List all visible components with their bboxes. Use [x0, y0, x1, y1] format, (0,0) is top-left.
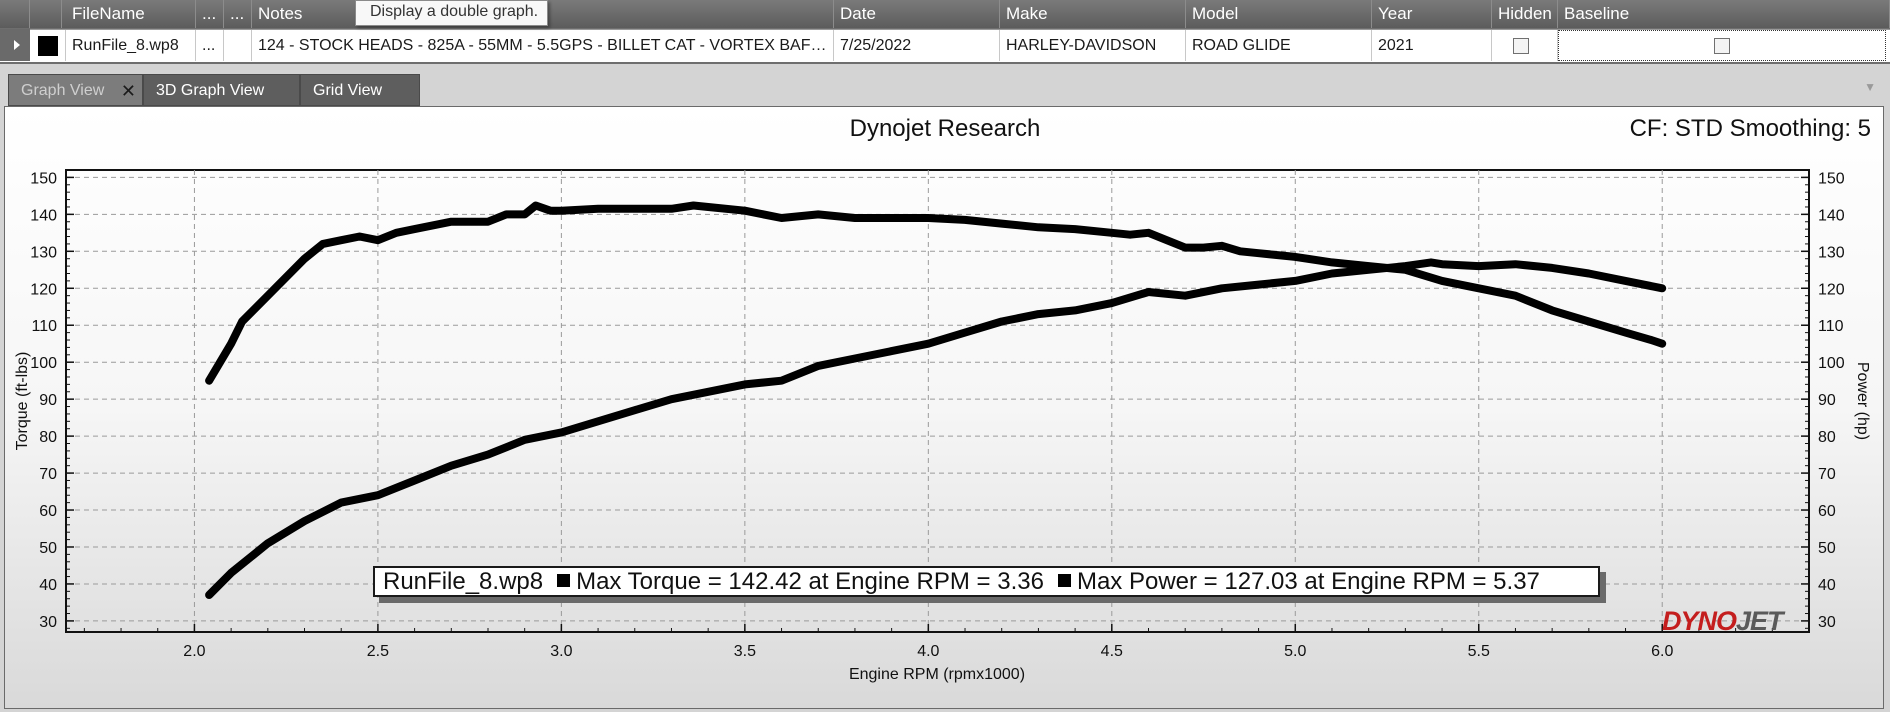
row-notes[interactable]: 124 - STOCK HEADS - 825A - 55MM - 5.5GPS…: [252, 30, 834, 61]
header-filename[interactable]: FileName: [66, 0, 196, 28]
row-filename[interactable]: RunFile_8.wp8: [66, 30, 196, 61]
legend-run: RunFile_8.wp8: [383, 568, 544, 595]
row-empty[interactable]: [224, 30, 252, 61]
baseline-checkbox[interactable]: [1714, 38, 1730, 54]
tab-grid-view[interactable]: Grid View: [300, 74, 420, 106]
header-make[interactable]: Make: [1000, 0, 1186, 28]
hidden-checkbox[interactable]: [1513, 38, 1529, 54]
header-date[interactable]: Date: [834, 0, 1000, 28]
logo-part-1: DYNO: [1662, 606, 1737, 636]
grid-row[interactable]: RunFile_8.wp8 ... 124 - STOCK HEADS - 82…: [0, 29, 1890, 62]
legend-power: Max Power = 127.03 at Engine RPM = 5.37: [1076, 568, 1540, 595]
row-year[interactable]: 2021: [1372, 30, 1492, 61]
row-make[interactable]: HARLEY-DAVIDSON: [1000, 30, 1186, 61]
header-dots-2[interactable]: ...: [224, 0, 252, 28]
row-pointer-icon: [14, 40, 20, 50]
close-icon[interactable]: ✕: [120, 81, 136, 101]
header-notes[interactable]: Notes: [252, 0, 834, 28]
tab-3d-graph-view[interactable]: 3D Graph View: [143, 74, 300, 106]
chart-legend: RunFile_8.wp8 Max Torque = 142.42 at Engi…: [373, 566, 1600, 597]
tab-graph-view[interactable]: Graph View ✕: [8, 74, 143, 106]
row-baseline-cell[interactable]: [1558, 30, 1886, 61]
color-swatch[interactable]: [38, 36, 58, 56]
grid-header: [0, 0, 1890, 28]
header-corner: [0, 0, 30, 28]
logo-part-2: JET: [1736, 606, 1784, 636]
header-dots-1[interactable]: ...: [196, 0, 224, 28]
row-date[interactable]: 7/25/2022: [834, 30, 1000, 61]
chevron-down-icon[interactable]: ▼: [1864, 80, 1876, 94]
legend-power-marker: [1057, 574, 1071, 588]
tooltip: Display a double graph.: [355, 0, 548, 26]
dynojet-logo: DYNOJET: [1662, 606, 1784, 637]
row-dots[interactable]: ...: [196, 30, 224, 61]
header-model[interactable]: Model: [1186, 0, 1372, 28]
row-color-cell[interactable]: [30, 30, 66, 61]
tab-grid-view-label: Grid View: [313, 82, 383, 99]
row-model[interactable]: ROAD GLIDE: [1186, 30, 1372, 61]
header-baseline[interactable]: Baseline: [1558, 0, 1890, 28]
header-year[interactable]: Year: [1372, 0, 1492, 28]
row-selector[interactable]: [0, 29, 30, 61]
legend-torque: Max Torque = 142.42 at Engine RPM = 3.36: [576, 568, 1044, 595]
tab-graph-view-label: Graph View: [21, 82, 105, 99]
graph-panel: [4, 106, 1884, 709]
run-grid: FileName ... ... Notes Date Make Model Y…: [0, 0, 1890, 64]
header-hidden[interactable]: Hidden: [1492, 0, 1558, 28]
legend-torque-marker: [557, 574, 571, 588]
tab-3d-graph-view-label: 3D Graph View: [156, 82, 265, 99]
row-hidden-cell[interactable]: [1492, 30, 1558, 61]
header-color: [30, 0, 62, 28]
